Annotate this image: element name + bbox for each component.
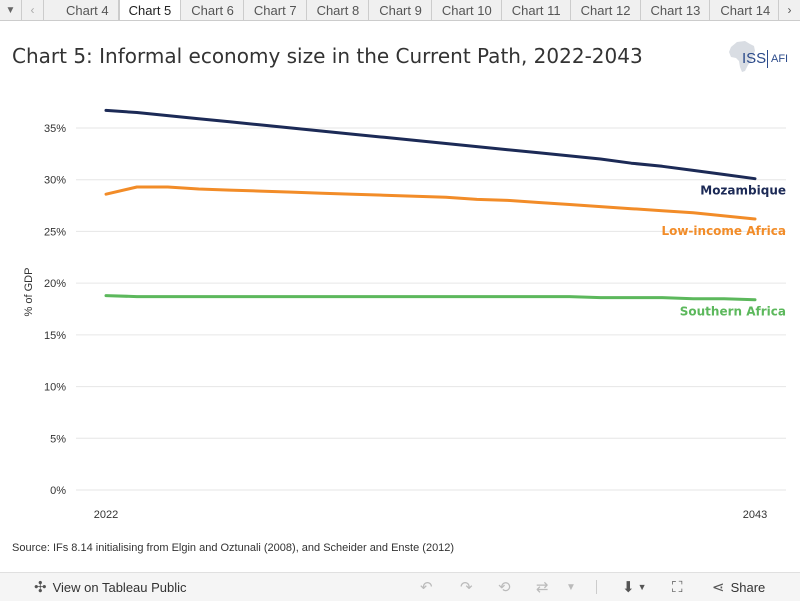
logo-afi-text: AFI — [771, 53, 789, 65]
tab-chart-13[interactable]: Chart 13 — [640, 0, 711, 20]
series-label: Low-income Africa — [661, 224, 786, 238]
y-tick-label: 25% — [44, 226, 66, 238]
tab-chart-11[interactable]: Chart 11 — [501, 0, 571, 20]
pause-dropdown[interactable]: ▼ — [566, 573, 576, 601]
tab-chart-14[interactable]: Chart 14 — [710, 0, 781, 20]
x-tick-label: 2022 — [94, 509, 118, 521]
revert-icon: ⟲ — [498, 579, 511, 596]
tab-chart-8[interactable]: Chart 8 — [306, 0, 370, 20]
series-line-southern-africa[interactable] — [104, 294, 757, 302]
tab-chart-7[interactable]: Chart 7 — [243, 0, 307, 20]
chevron-down-icon: ▼ — [637, 582, 647, 592]
tab-scroll-right-icon[interactable]: › — [778, 0, 800, 20]
view-on-tableau-button[interactable]: ✣ View on Tableau Public — [34, 573, 187, 601]
series-line-low-income-africa[interactable] — [104, 185, 757, 221]
y-tick-label: 5% — [50, 433, 66, 445]
share-label: Share — [730, 579, 766, 595]
series-label: Mozambique — [700, 184, 786, 198]
tab-chart-4[interactable]: Chart 4 — [56, 0, 119, 20]
tab-chart-10[interactable]: Chart 10 — [431, 0, 502, 20]
download-button[interactable]: ⬇ ▼ — [622, 573, 647, 601]
tab-scroll-left-icon[interactable]: ‹ — [22, 0, 44, 20]
y-axis-ticks: 0% 5% 10% 15% 20% 25% 30% 35% — [44, 123, 66, 497]
line-chart: 0% 5% 10% 15% 20% 25% 30% 35% 2022 2043 % of GDP… — [23, 108, 786, 521]
y-axis-label: % of GDP — [23, 268, 35, 317]
view-on-tableau-label: View on Tableau Public — [52, 579, 187, 595]
redo-button[interactable]: ↷ — [460, 573, 473, 601]
redo-icon: ↷ — [460, 579, 473, 596]
y-tick-label: 0% — [50, 485, 66, 497]
tab-chart-9[interactable]: Chart 9 — [369, 0, 432, 20]
x-axis-ticks: 2022 2043 — [94, 509, 767, 521]
refresh-icon: ⇄ — [536, 579, 549, 596]
y-tick-label: 35% — [44, 123, 66, 135]
y-tick-label: 30% — [44, 175, 66, 187]
y-tick-label: 20% — [44, 278, 66, 290]
share-icon: ⋖ — [712, 579, 725, 596]
revert-button[interactable]: ⟲ — [498, 573, 511, 601]
tableau-logo-icon: ✣ — [34, 579, 47, 596]
chevron-down-icon: ▼ — [566, 581, 576, 593]
series-labels: Mozambique Low-income Africa Southern Afri… — [661, 184, 786, 319]
africa-map-icon — [729, 41, 755, 72]
series-line-mozambique[interactable] — [104, 108, 757, 181]
refresh-button[interactable]: ⇄ — [536, 573, 549, 601]
x-tick-label: 2043 — [743, 509, 767, 521]
tab-chart-6[interactable]: Chart 6 — [181, 0, 244, 20]
y-tick-label: 15% — [44, 330, 66, 342]
tab-chart-12[interactable]: Chart 12 — [570, 0, 641, 20]
undo-icon: ↶ — [420, 579, 433, 596]
fullscreen-button[interactable]: ⛶ — [672, 573, 683, 601]
source-note: Source: IFs 8.14 initialising from Elgin… — [12, 542, 455, 554]
grid-lines — [76, 127, 786, 491]
series-label: Southern Africa — [680, 305, 786, 319]
chart-title: Chart 5: Informal economy size in the Cu… — [12, 44, 643, 68]
bottom-toolbar: ✣ View on Tableau Public ↶ ↷ ⟲ ⇄ ▼ ⬇ ▼ ⛶… — [0, 572, 800, 601]
y-tick-label: 10% — [44, 382, 66, 394]
tab-chart-5[interactable]: Chart 5 — [118, 0, 182, 20]
undo-button[interactable]: ↶ — [420, 573, 433, 601]
fullscreen-icon: ⛶ — [672, 578, 683, 596]
tab-menu-dropdown-icon[interactable]: ▼ — [0, 0, 22, 20]
download-icon: ⬇ — [622, 579, 635, 596]
share-button[interactable]: ⋖ Share — [712, 573, 765, 601]
logo-iss-text: ISS — [742, 50, 767, 67]
tab-list: Chart 4 Chart 5 Chart 6 Chart 7 Chart 8 Chart… — [56, 0, 781, 20]
series-lines — [104, 108, 757, 302]
iss-afi-logo: ISS AFI — [728, 40, 790, 76]
